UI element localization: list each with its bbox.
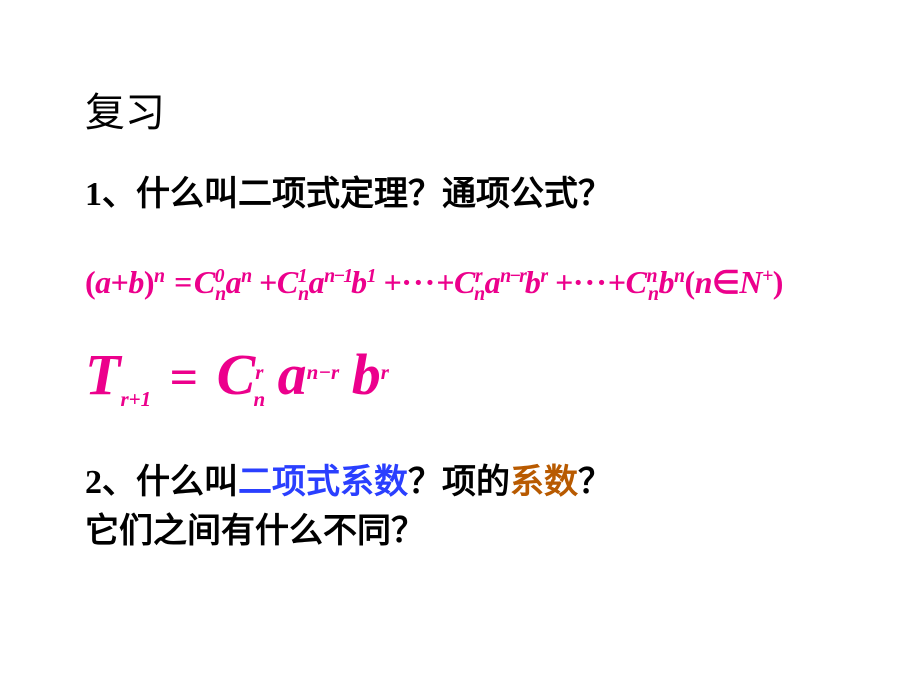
equals2: = bbox=[170, 349, 199, 405]
sup-r2: r bbox=[540, 265, 547, 287]
general-term-formula: Tr+1 = Crn an−r br bbox=[85, 341, 850, 408]
sup-nb: n bbox=[674, 265, 685, 287]
sup-nmr: n−r bbox=[500, 265, 525, 287]
binomial-expansion-formula: (a+b)n =C0nan +C1nan−1b1 +···+Crnan−rbr … bbox=[85, 263, 850, 301]
q1-text: 什么叫二项式定理？通项公式？ bbox=[136, 176, 612, 213]
equals: = bbox=[174, 264, 192, 300]
dots1: ··· bbox=[401, 264, 436, 300]
coef-C5: C bbox=[217, 342, 256, 407]
plus3: + bbox=[384, 264, 402, 300]
heading-review: 复习 bbox=[85, 80, 850, 138]
q2-t3: ？ bbox=[578, 464, 612, 501]
var-T: T bbox=[85, 342, 120, 407]
sup-r3: r bbox=[255, 360, 263, 384]
q2-line1: 2、什么叫二项式系数？项的系数？ bbox=[85, 458, 850, 507]
plus6: + bbox=[608, 264, 626, 300]
sup-1b: 1 bbox=[367, 265, 376, 287]
var-b2: b bbox=[351, 264, 367, 300]
var-n: n bbox=[695, 264, 712, 300]
rparen2: ) bbox=[773, 264, 783, 300]
q1-punct: 、 bbox=[102, 176, 136, 213]
var-a4: a bbox=[485, 264, 501, 300]
set-N: N bbox=[739, 264, 762, 300]
var-b: b bbox=[128, 264, 144, 300]
lparen2: ( bbox=[685, 264, 695, 300]
sub-n3: n bbox=[474, 283, 485, 305]
var-a3: a bbox=[309, 264, 325, 300]
coef-C4: C bbox=[626, 264, 647, 300]
sub-n2: n bbox=[298, 283, 309, 305]
var-a2: a bbox=[226, 264, 242, 300]
sup-r4: r bbox=[381, 360, 389, 384]
in-symbol: ∈ bbox=[712, 264, 739, 300]
slide: 复习 1、什么叫二项式定理？通项公式？ (a+b)n =C0nan +C1nan… bbox=[0, 0, 920, 690]
sup-n: n bbox=[241, 265, 252, 287]
coef-C2: C bbox=[277, 264, 298, 300]
q1-number: 1 bbox=[85, 176, 102, 213]
var-b4: b bbox=[659, 264, 675, 300]
lparen: ( bbox=[85, 264, 95, 300]
sub-n4: n bbox=[648, 283, 659, 305]
plus5: + bbox=[555, 264, 573, 300]
sup-plus: + bbox=[762, 265, 773, 287]
q2-t2: ？项的 bbox=[408, 464, 510, 501]
dots2: ··· bbox=[573, 264, 608, 300]
sup-nmr2: n−r bbox=[307, 360, 340, 384]
sup-nm1: n−1 bbox=[324, 265, 351, 287]
q2-t1: 什么叫 bbox=[136, 464, 238, 501]
plus4: + bbox=[436, 264, 454, 300]
q2-brown: 系数 bbox=[510, 464, 578, 501]
rparen: ) bbox=[144, 264, 154, 300]
q2-line2: 它们之间有什么不同？ bbox=[85, 507, 850, 556]
exp-n: n bbox=[154, 265, 165, 287]
sub-rp1: r+1 bbox=[120, 387, 151, 411]
coef-C3: C bbox=[454, 264, 475, 300]
sub-n: n bbox=[215, 283, 226, 305]
var-b5: b bbox=[352, 342, 381, 407]
q2-punct: 、 bbox=[102, 464, 136, 501]
var-a: a bbox=[95, 264, 111, 300]
question-2: 2、什么叫二项式系数？项的系数？ 它们之间有什么不同？ bbox=[85, 458, 850, 557]
coef-C: C bbox=[194, 264, 215, 300]
var-a5: a bbox=[278, 342, 307, 407]
q2-blue: 二项式系数 bbox=[238, 464, 408, 501]
plus2: + bbox=[259, 264, 277, 300]
plus: + bbox=[111, 264, 129, 300]
question-1: 1、什么叫二项式定理？通项公式？ bbox=[85, 166, 850, 215]
sub-n5: n bbox=[253, 387, 265, 411]
var-b3: b bbox=[525, 264, 541, 300]
q2-number: 2 bbox=[85, 464, 102, 501]
